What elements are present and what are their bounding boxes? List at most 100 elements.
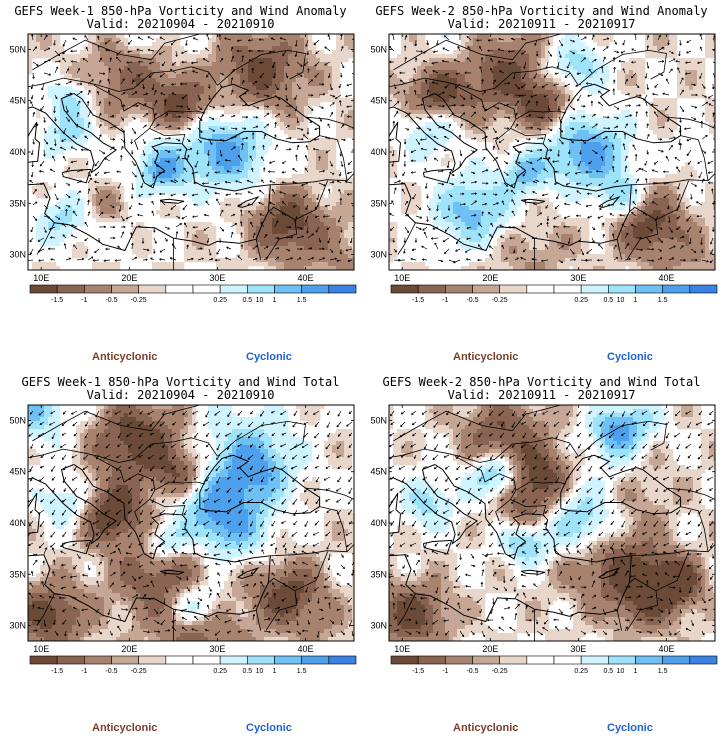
longitude-label: 40E bbox=[298, 273, 314, 283]
panel-valid-dates: Valid: 20210911 - 20210917 bbox=[361, 18, 722, 31]
longitude-label: 40E bbox=[298, 644, 314, 654]
colorbar-swatch bbox=[219, 655, 248, 665]
colorbar-swatch bbox=[56, 284, 85, 294]
latitude-label: 50N bbox=[370, 44, 387, 54]
latitude-label: 30N bbox=[9, 250, 26, 260]
latitude-label: 40N bbox=[9, 147, 26, 157]
cyclonic-label: Cyclonic bbox=[607, 722, 653, 734]
colorbar-swatch bbox=[608, 655, 636, 665]
colorbar-tick-label: -0.25 bbox=[131, 668, 147, 675]
colorbar-swatch bbox=[417, 284, 446, 294]
longitude-label: 10E bbox=[394, 644, 410, 654]
colorbar-swatch bbox=[445, 284, 473, 294]
vorticity-field bbox=[389, 405, 715, 641]
latitude-label: 50N bbox=[9, 415, 26, 425]
colorbar-swatch bbox=[111, 284, 139, 294]
latitude-label: 50N bbox=[9, 44, 26, 54]
colorbar-tick-label: 0.25 bbox=[574, 297, 588, 304]
colorbar-tick-label: 0.25 bbox=[213, 668, 227, 675]
longitude-label: 20E bbox=[121, 644, 137, 654]
colorbar-swatch bbox=[526, 655, 555, 665]
longitude-label: 20E bbox=[121, 273, 137, 283]
longitude-label: 20E bbox=[482, 644, 498, 654]
wind-vectors bbox=[389, 34, 715, 264]
colorbar bbox=[29, 284, 357, 294]
panel-title: GEFS Week-1 850-hPa Vorticity and Wind T… bbox=[0, 376, 361, 389]
longitude-label: 30E bbox=[209, 273, 225, 283]
colorbar-tick-label: -1 bbox=[81, 297, 87, 304]
panel-title: GEFS Week-2 850-hPa Vorticity and Wind A… bbox=[361, 5, 722, 18]
colorbar-tick-label: 0.5 bbox=[603, 668, 613, 675]
colorbar-swatch bbox=[247, 655, 275, 665]
colorbar-swatch bbox=[165, 284, 194, 294]
colorbar-tick-label: 1.5 bbox=[658, 668, 668, 675]
colorbar-tick-label: 0.5 bbox=[603, 297, 613, 304]
colorbar-tick-label: -1 bbox=[442, 668, 448, 675]
wind-vectors bbox=[389, 410, 715, 638]
vorticity-field bbox=[389, 34, 715, 270]
colorbar-unit-label: 10 bbox=[617, 668, 625, 675]
longitude-label: 10E bbox=[33, 644, 49, 654]
colorbar-swatch bbox=[328, 284, 357, 294]
vorticity-map: 50N 45N 40N 35N 30N 10E 20E 30E 40E -1.5 -1 -0.5 -0.… bbox=[370, 33, 718, 304]
panel-week1-anomaly: GEFS Week-1 850-hPa Vorticity and Wind A… bbox=[0, 0, 361, 371]
latitude-label: 45N bbox=[370, 96, 387, 106]
country-borders bbox=[389, 405, 715, 641]
colorbar-swatch bbox=[390, 655, 419, 665]
colorbar-tick-label: 1.5 bbox=[297, 668, 307, 675]
colorbar-swatch bbox=[328, 655, 357, 665]
colorbar-unit-label: 10 bbox=[617, 297, 625, 304]
colorbar-swatch bbox=[580, 284, 609, 294]
panel-title: GEFS Week-1 850-hPa Vorticity and Wind A… bbox=[0, 5, 361, 18]
colorbar bbox=[390, 655, 718, 665]
colorbar-swatch bbox=[472, 655, 500, 665]
colorbar-tick-label: -0.25 bbox=[492, 668, 508, 675]
panel-valid-dates: Valid: 20210904 - 20210910 bbox=[0, 389, 361, 402]
latitude-label: 30N bbox=[9, 621, 26, 631]
latitude-label: 40N bbox=[370, 518, 387, 528]
colorbar-swatch bbox=[417, 655, 446, 665]
colorbar-swatch bbox=[499, 284, 528, 294]
colorbar-swatch bbox=[635, 655, 663, 665]
colorbar-swatch bbox=[635, 284, 663, 294]
colorbar-tick-label: 0.25 bbox=[213, 297, 227, 304]
colorbar-swatch bbox=[445, 655, 473, 665]
colorbar-swatch bbox=[219, 284, 248, 294]
cyclonic-label: Cyclonic bbox=[246, 722, 292, 734]
anticyclonic-label: Anticyclonic bbox=[453, 722, 518, 734]
latitude-label: 30N bbox=[370, 621, 387, 631]
anticyclonic-label: Anticyclonic bbox=[92, 722, 157, 734]
colorbar-tick-label: -1 bbox=[442, 297, 448, 304]
longitude-label: 30E bbox=[570, 273, 586, 283]
colorbar-tick-label: 0.5 bbox=[242, 297, 252, 304]
latitude-label: 35N bbox=[9, 569, 26, 579]
colorbar-tick-label: 1 bbox=[634, 668, 638, 675]
vorticity-map: 50N 45N 40N 35N 30N 10E 20E 30E 40E -1.5 -1 -0.5 -0.… bbox=[370, 404, 718, 675]
colorbar-tick-label: 0.5 bbox=[242, 668, 252, 675]
colorbar-unit-label: 10 bbox=[256, 668, 264, 675]
country-borders bbox=[28, 405, 354, 641]
coastlines bbox=[28, 454, 354, 623]
latitude-label: 35N bbox=[370, 198, 387, 208]
colorbar-tick-label: -1.5 bbox=[51, 297, 63, 304]
colorbar-swatch bbox=[553, 655, 582, 665]
longitude-label: 40E bbox=[659, 644, 675, 654]
colorbar bbox=[390, 284, 718, 294]
colorbar-tick-label: 1 bbox=[273, 668, 277, 675]
country-borders bbox=[28, 34, 354, 270]
colorbar-swatch bbox=[301, 655, 330, 665]
country-borders bbox=[389, 34, 715, 270]
colorbar-swatch bbox=[192, 655, 221, 665]
panel-week1-total: GEFS Week-1 850-hPa Vorticity and Wind T… bbox=[0, 371, 361, 742]
colorbar-tick-label: 1 bbox=[634, 297, 638, 304]
cyclonic-label: Cyclonic bbox=[607, 351, 653, 363]
colorbar-swatch bbox=[580, 655, 609, 665]
colorbar-swatch bbox=[499, 655, 528, 665]
colorbar-swatch bbox=[526, 284, 555, 294]
colorbar-swatch bbox=[553, 284, 582, 294]
longitude-label: 30E bbox=[209, 644, 225, 654]
colorbar-tick-label: -0.25 bbox=[492, 297, 508, 304]
colorbar-tick-label: -0.5 bbox=[466, 297, 478, 304]
colorbar-swatch bbox=[274, 655, 302, 665]
colorbar-tick-label: -1.5 bbox=[51, 668, 63, 675]
